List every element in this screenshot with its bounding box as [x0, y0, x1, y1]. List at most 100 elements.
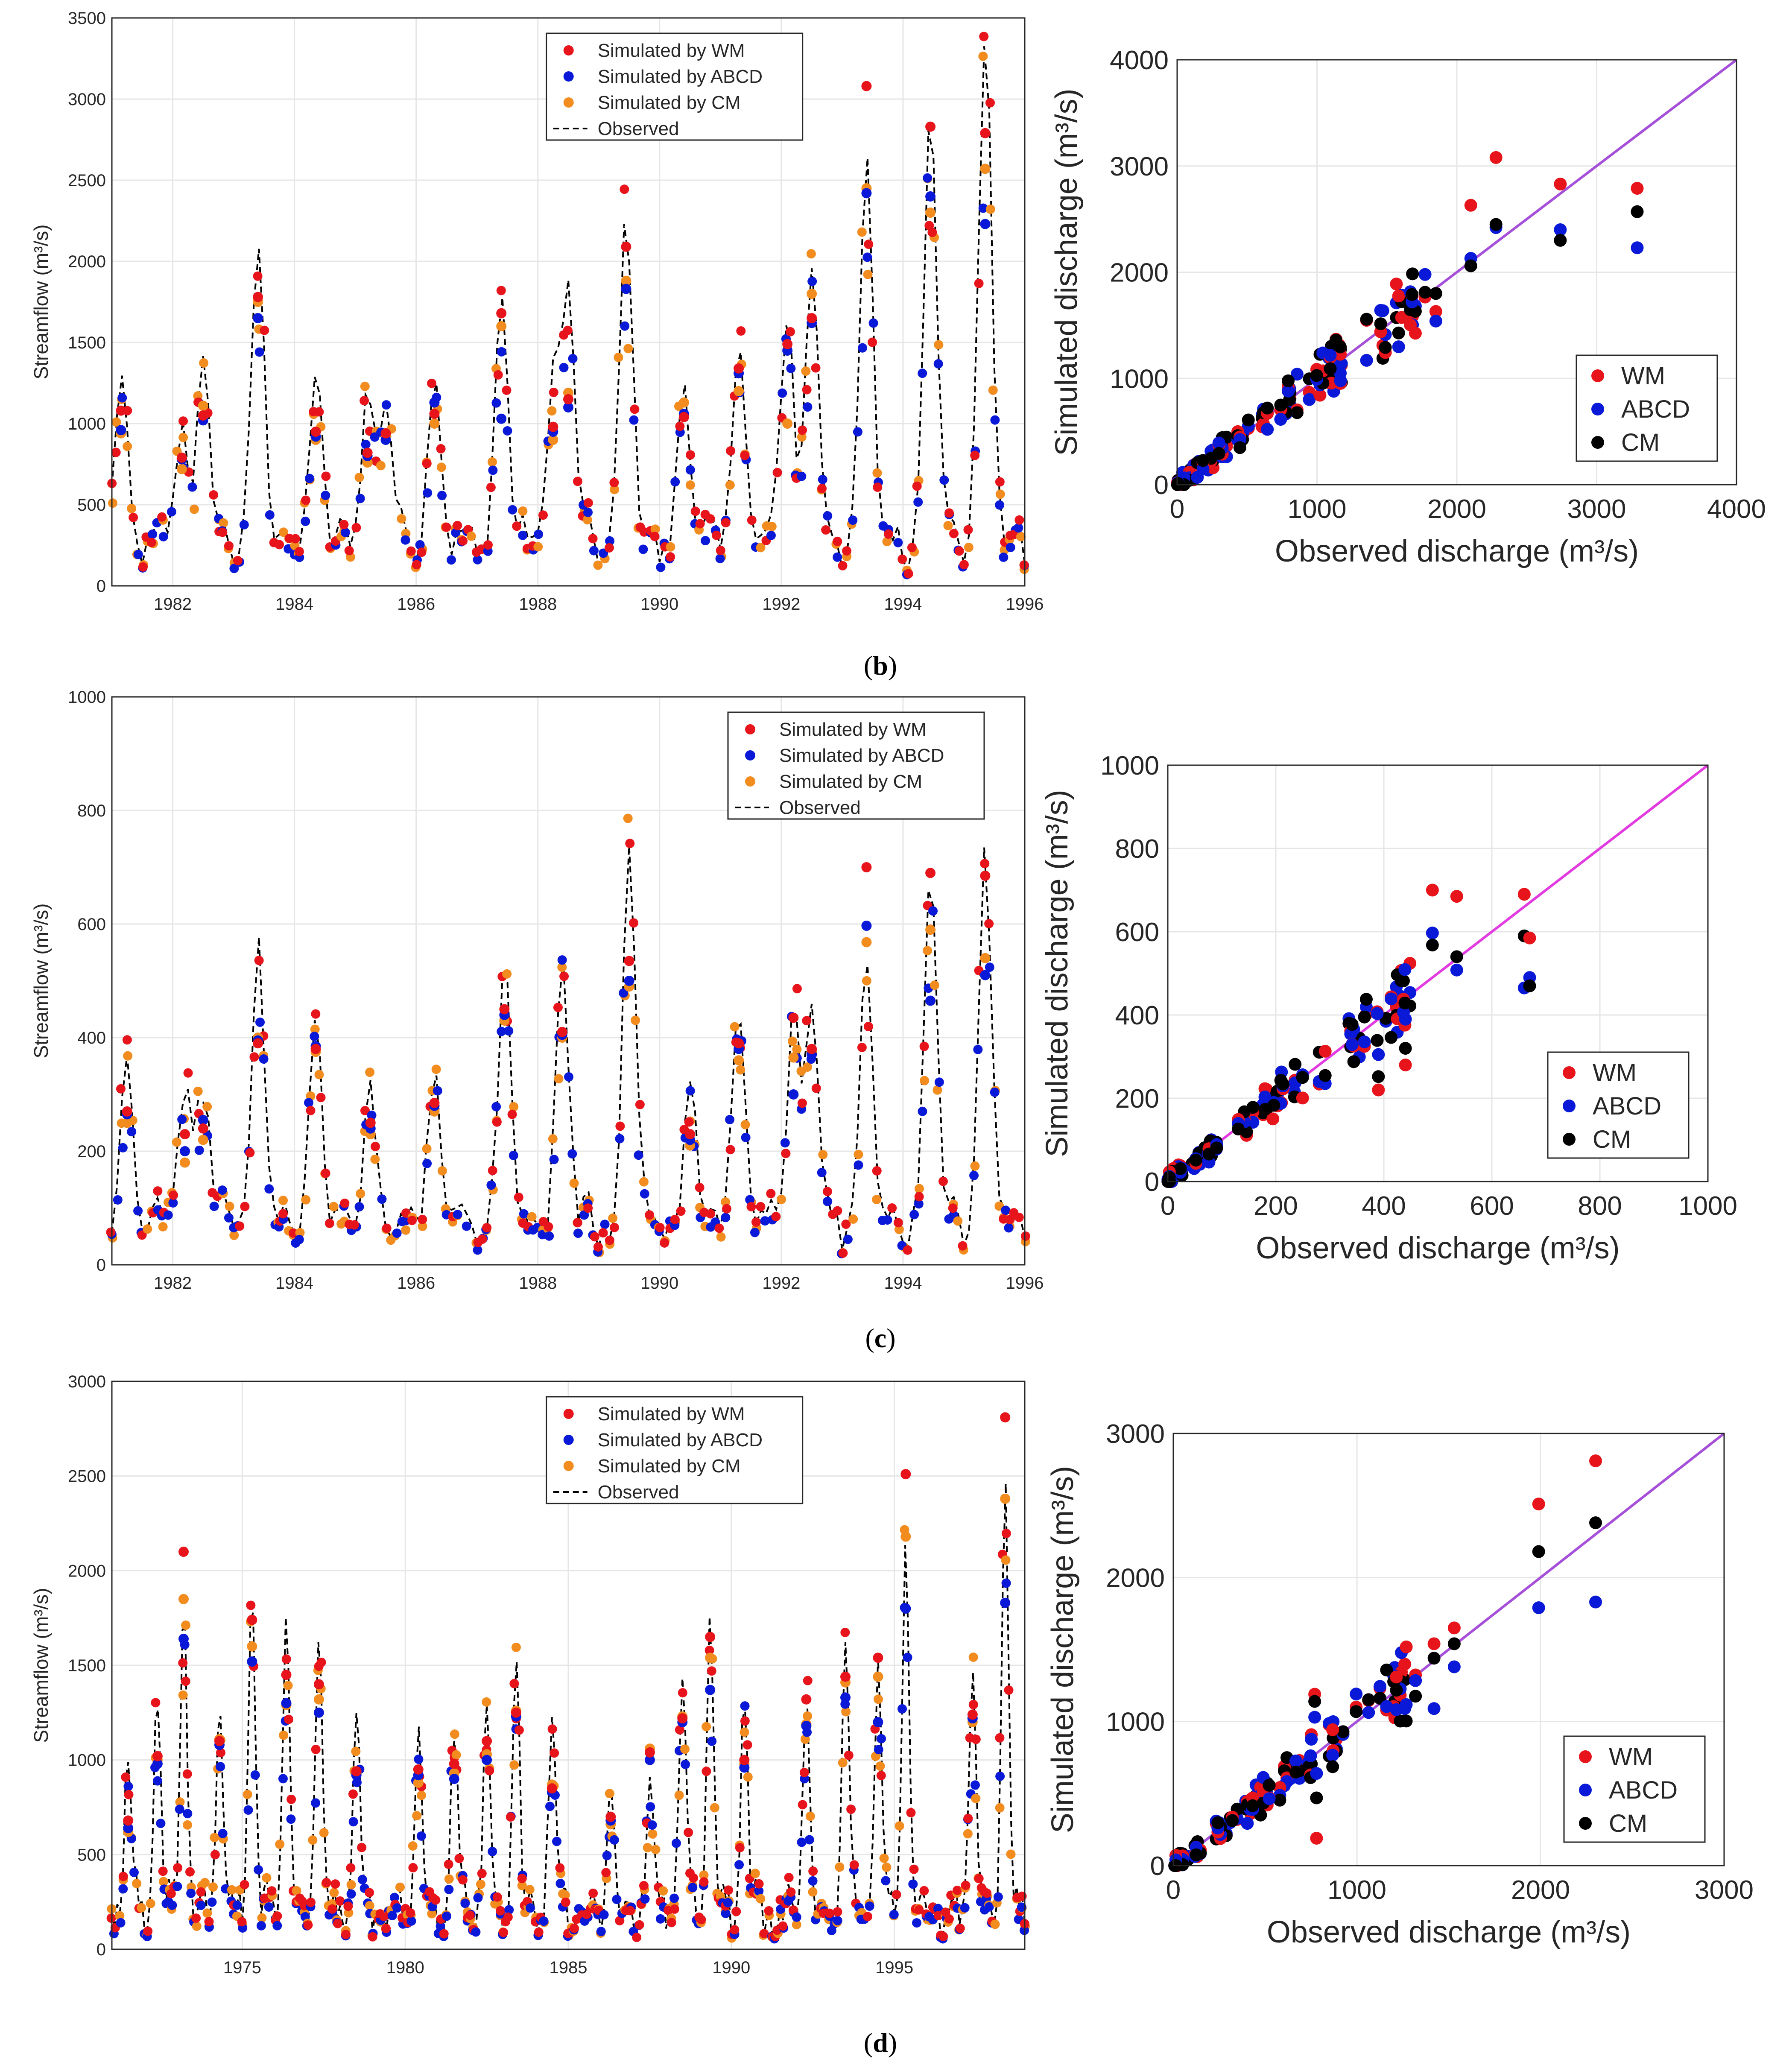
wm-point: [711, 530, 721, 540]
cm-point: [376, 461, 386, 471]
wm-point: [210, 1850, 220, 1860]
wm-point: [634, 1920, 644, 1930]
wm-point: [514, 1725, 524, 1735]
cm-point: [874, 1694, 883, 1704]
wm-point: [883, 529, 893, 539]
y-tick-label: 1000: [68, 1751, 106, 1770]
abcd-point: [352, 1778, 362, 1787]
wm-point: [368, 1932, 377, 1942]
wm-point: [702, 1767, 711, 1776]
abcd-point: [721, 1213, 731, 1223]
wm-point: [506, 1812, 515, 1822]
x-tick-label: 1982: [154, 1274, 192, 1293]
abcd-point: [817, 1168, 827, 1178]
y-tick-label: 1000: [68, 688, 106, 707]
legend-marker: [1563, 1100, 1576, 1112]
abcd-point: [504, 1905, 514, 1915]
wm-point: [422, 459, 432, 468]
wm-point: [949, 529, 959, 538]
x-tick-label: 1000: [1678, 1191, 1737, 1221]
wm-point: [842, 546, 852, 556]
cm-point: [674, 1790, 684, 1800]
wm-point: [686, 450, 696, 460]
wm-point: [561, 1897, 570, 1907]
cm-point: [1190, 1848, 1203, 1861]
abcd-peak-point: [873, 1717, 883, 1727]
cm-point: [1290, 406, 1304, 419]
cm-point: [401, 1225, 411, 1235]
cm-point: [227, 1885, 237, 1895]
legend: Simulated by WM Simulated by ABCD Simulate…: [546, 1396, 804, 1504]
wm-peak-point: [198, 1123, 208, 1134]
legend-label: ABCD: [1621, 395, 1690, 423]
abcd-point: [681, 1759, 690, 1769]
cm-point: [1324, 362, 1337, 375]
cm-point: [1372, 1070, 1385, 1083]
wm-point: [178, 1658, 188, 1668]
cm-point: [593, 560, 603, 570]
abcd-point: [471, 1927, 481, 1937]
abcd-point: [671, 1838, 681, 1848]
legend-marker: [745, 724, 755, 734]
wm-point: [1296, 1091, 1309, 1105]
abcd-point: [723, 1898, 733, 1907]
wm-point: [963, 1814, 973, 1823]
wm-point: [260, 325, 269, 335]
cm-point: [1310, 1791, 1323, 1805]
wm-point: [699, 1877, 709, 1887]
abcd-point: [1398, 963, 1412, 976]
cm-point: [1334, 340, 1347, 354]
x-tick-label: 1992: [762, 595, 800, 614]
abcd-point: [786, 363, 796, 373]
wm-point: [833, 1907, 842, 1917]
cm-peak-point: [861, 937, 872, 948]
abcd-peak-point: [788, 1089, 799, 1100]
wm-point: [944, 1914, 954, 1924]
wm-point: [1318, 1044, 1332, 1058]
abcd-point: [239, 520, 249, 529]
cm-point: [437, 1166, 447, 1176]
wm-point: [723, 1885, 733, 1895]
cm-point: [527, 1212, 537, 1222]
wm-point: [696, 1915, 706, 1925]
abcd-point: [1345, 1038, 1359, 1051]
wm-peak-point: [734, 1038, 744, 1049]
abcd-point: [1373, 1680, 1386, 1693]
abcd-peak-point: [739, 1762, 750, 1773]
wm-point: [766, 1189, 776, 1199]
cm-point: [882, 537, 892, 547]
abcd-point: [833, 1916, 842, 1925]
abcd-point: [634, 1150, 643, 1160]
abcd-point: [400, 535, 410, 545]
wm-peak-point: [511, 1707, 521, 1718]
wm-point: [675, 421, 685, 431]
abcd-point: [264, 1902, 274, 1912]
cm-point: [1385, 1031, 1398, 1044]
y-tick-label: 1500: [68, 1656, 106, 1675]
wm-point: [785, 327, 795, 336]
abcd-point: [255, 1017, 265, 1027]
cm-point: [920, 1076, 930, 1085]
wm-point: [503, 1912, 513, 1922]
wm-point: [1014, 1212, 1024, 1222]
abcd-point: [473, 555, 482, 565]
wm-peak-point: [122, 1106, 132, 1117]
abcd-point: [1380, 1700, 1393, 1713]
wm-point: [346, 1863, 356, 1873]
cm-point: [933, 1085, 942, 1095]
cm-point: [1400, 1714, 1413, 1728]
cm-point: [365, 1068, 375, 1077]
cm-point: [1532, 1545, 1545, 1558]
cm-point: [397, 514, 406, 524]
y-tick-label: 2000: [1110, 258, 1169, 288]
cm-point: [466, 531, 476, 541]
cm-point: [243, 1790, 252, 1799]
cm-peak-point: [122, 1117, 132, 1128]
cm-point: [219, 518, 228, 528]
y-tick-label: 1000: [1106, 1708, 1165, 1737]
abcd-point: [377, 1194, 387, 1204]
wm-point: [864, 240, 874, 249]
abcd-point: [414, 1754, 424, 1764]
wm-point: [1426, 883, 1439, 897]
wm-point: [650, 532, 660, 541]
